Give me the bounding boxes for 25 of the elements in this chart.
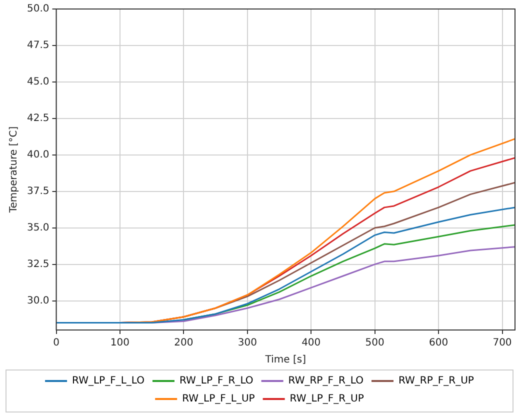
x-tick-label: 300 (238, 338, 257, 349)
y-tick-label: 32.5 (27, 258, 50, 270)
y-tick-label: 35.0 (27, 222, 50, 234)
x-axis-title: Time [s] (264, 354, 306, 366)
x-tick-label: 600 (428, 338, 448, 349)
y-tick-label: 40.0 (27, 150, 50, 161)
legend-label: RW_LP_F_L_UP (182, 394, 255, 405)
x-tick-label: 400 (302, 338, 321, 349)
y-tick-label: 50.0 (27, 4, 50, 15)
legend-label: RW_LP_F_L_LO (72, 376, 145, 387)
x-tick-label: 100 (110, 338, 130, 349)
y-tick-label: 47.5 (27, 40, 50, 52)
y-tick-label: 42.5 (27, 113, 50, 124)
legend-label: RW_LP_F_R_UP (290, 394, 364, 405)
x-tick-label: 700 (492, 338, 512, 349)
legend-label: RW_RP_F_R_LO (288, 376, 364, 387)
x-tick-label: 500 (365, 338, 384, 349)
legend-label: RW_LP_F_R_LO (179, 376, 254, 387)
y-tick-label: 30.0 (27, 295, 50, 306)
y-tick-label: 45.0 (27, 76, 50, 88)
x-tick-label: 200 (174, 338, 194, 349)
y-tick-label: 37.5 (27, 186, 50, 197)
x-tick-label: 0 (53, 338, 60, 349)
y-axis-title: Temperature [°C] (8, 126, 20, 214)
legend-label: RW_RP_F_R_UP (398, 376, 474, 387)
